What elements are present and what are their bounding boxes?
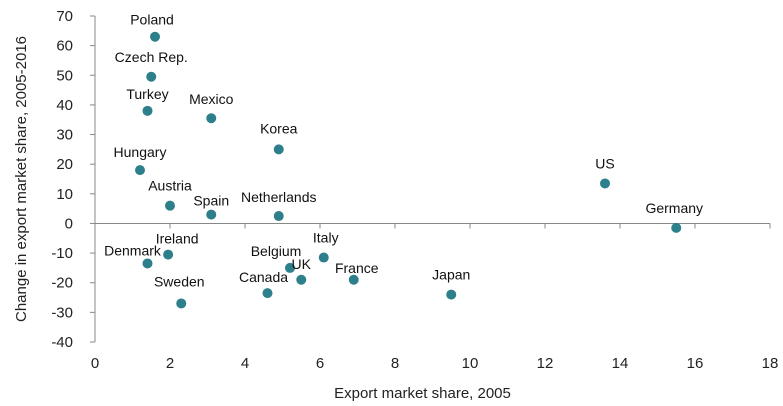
x-tick-label: 16 bbox=[687, 355, 704, 372]
data-label-canada: Canada bbox=[239, 269, 288, 285]
data-label-germany: Germany bbox=[645, 200, 703, 216]
x-axis-title: Export market share, 2005 bbox=[334, 385, 511, 402]
data-label-us: US bbox=[595, 155, 614, 171]
x-tick-label: 8 bbox=[391, 355, 399, 372]
data-point-netherlands bbox=[273, 211, 284, 222]
data-point-ireland bbox=[163, 249, 174, 260]
data-point-us bbox=[600, 178, 610, 189]
y-tick-label: -30 bbox=[51, 304, 73, 321]
y-tick-label: -20 bbox=[51, 275, 73, 292]
x-tick-label: 4 bbox=[241, 355, 249, 372]
data-label-italy: Italy bbox=[313, 230, 339, 246]
data-label-japan: Japan bbox=[432, 267, 470, 283]
data-label-uk: UK bbox=[292, 256, 312, 272]
point-labels: Poland Czech Rep. Turkey Mexico Korea Hungary… bbox=[104, 12, 703, 290]
data-label-denmark: Denmark bbox=[104, 242, 162, 258]
y-tick-label: 70 bbox=[56, 8, 73, 25]
x-tick-label: 0 bbox=[91, 355, 99, 372]
data-label-belgium: Belgium bbox=[251, 243, 302, 259]
data-label-spain: Spain bbox=[193, 193, 229, 209]
data-point-belgium bbox=[285, 262, 295, 273]
data-label-hungary: Hungary bbox=[114, 144, 167, 160]
data-label-poland: Poland bbox=[130, 12, 174, 28]
data-point-denmark bbox=[142, 258, 153, 269]
x-tick-label: 12 bbox=[537, 355, 554, 372]
data-point-japan bbox=[446, 289, 457, 300]
data-point-canada bbox=[262, 288, 273, 299]
data-point-sweden bbox=[176, 298, 187, 309]
y-tick-label: 30 bbox=[56, 127, 73, 144]
data-point-hungary bbox=[135, 165, 145, 176]
x-tick-label: 6 bbox=[316, 355, 324, 372]
y-tick-label: -40 bbox=[51, 334, 73, 351]
data-point-austria bbox=[165, 200, 175, 211]
data-label-korea: Korea bbox=[260, 120, 298, 136]
y-tick-label: 40 bbox=[56, 97, 73, 114]
data-label-netherlands: Netherlands bbox=[241, 189, 317, 205]
data-label-sweden: Sweden bbox=[154, 273, 205, 289]
data-point-poland bbox=[150, 31, 160, 42]
y-axis-ticks: 70 60 50 40 30 20 10 0 -10 -20 -30 -40 bbox=[51, 8, 95, 351]
data-label-france: France bbox=[335, 260, 379, 276]
x-tick-label: 10 bbox=[462, 355, 479, 372]
data-label-czech-rep: Czech Rep. bbox=[115, 49, 188, 65]
data-points bbox=[135, 31, 682, 309]
x-tick-label: 14 bbox=[612, 355, 629, 372]
x-tick-label: 2 bbox=[166, 355, 174, 372]
y-tick-label: 50 bbox=[56, 67, 73, 84]
data-label-mexico: Mexico bbox=[189, 91, 234, 107]
data-point-spain bbox=[206, 209, 217, 220]
y-tick-label: 20 bbox=[56, 156, 73, 173]
data-label-ireland: Ireland bbox=[156, 231, 199, 247]
data-point-turkey bbox=[142, 105, 153, 116]
data-point-germany bbox=[671, 222, 682, 233]
data-point-korea bbox=[273, 144, 284, 155]
y-tick-label: -10 bbox=[51, 245, 73, 262]
data-point-france bbox=[348, 274, 359, 285]
x-tick-label: 18 bbox=[762, 355, 779, 372]
y-axis-title: Change in export market share, 2005-2016 bbox=[13, 36, 30, 322]
data-point-italy bbox=[318, 252, 329, 263]
data-point-mexico bbox=[206, 113, 217, 124]
data-point-uk bbox=[296, 274, 307, 285]
y-tick-label: 0 bbox=[65, 215, 73, 232]
data-label-austria: Austria bbox=[148, 178, 192, 194]
y-tick-label: 60 bbox=[56, 38, 73, 55]
y-tick-label: 10 bbox=[56, 186, 73, 203]
data-point-czech-rep bbox=[146, 71, 157, 82]
data-label-turkey: Turkey bbox=[126, 86, 168, 102]
